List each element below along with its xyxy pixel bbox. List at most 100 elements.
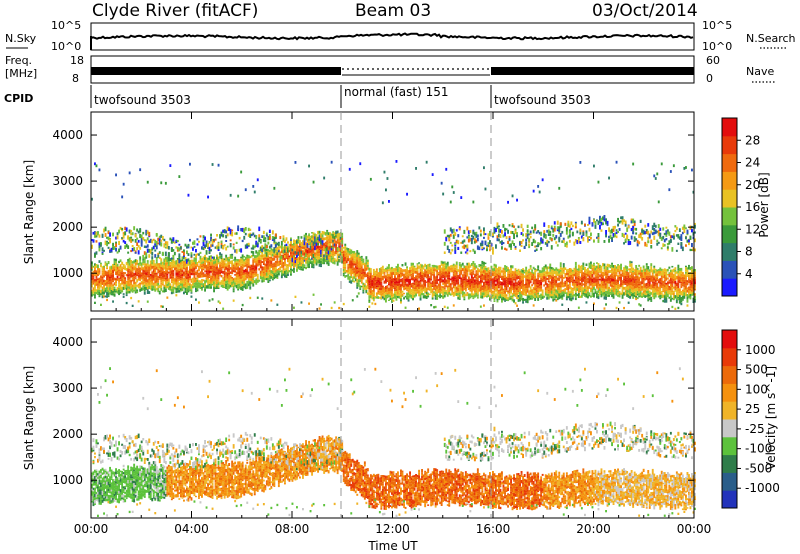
range-gate-cell [522, 282, 524, 285]
range-gate-cell [103, 286, 105, 290]
range-gate-cell [216, 269, 218, 272]
range-gate-cell [582, 278, 585, 282]
range-gate-cell [321, 231, 324, 235]
range-gate-cell [229, 275, 232, 278]
range-gate-cell [483, 277, 485, 280]
range-gate-cell [565, 292, 568, 295]
range-gate-cell [306, 248, 309, 250]
range-gate-cell [585, 282, 588, 285]
range-gate-cell [507, 292, 509, 294]
range-gate-cell [454, 243, 457, 245]
range-gate-cell [531, 275, 534, 279]
range-gate-cell [381, 265, 384, 268]
range-gate-cell [439, 290, 442, 293]
range-gate-cell [249, 281, 252, 285]
range-gate-cell [516, 292, 518, 296]
range-gate-cell [351, 256, 354, 259]
range-gate-cell [427, 274, 430, 278]
range-gate-cell [513, 235, 515, 239]
range-gate-cell [553, 298, 556, 301]
range-gate-cell [374, 279, 377, 281]
range-gate-cell [213, 273, 215, 276]
range-gate-cell [130, 229, 133, 232]
range-gate-cell [113, 292, 116, 294]
range-gate-cell [189, 288, 191, 290]
range-gate-cell [270, 258, 273, 261]
range-gate-cell [371, 277, 374, 280]
range-gate-cell [324, 244, 327, 247]
range-gate-cell [561, 278, 564, 282]
range-gate-cell [505, 269, 508, 272]
range-gate-cell [585, 273, 588, 276]
range-gate-cell [121, 288, 124, 291]
range-gate-cell [238, 281, 241, 284]
range-gate-cell [327, 261, 330, 263]
range-gate-cell [149, 274, 152, 276]
range-gate-cell [517, 297, 520, 299]
range-gate-cell [525, 288, 528, 291]
range-gate-cell [433, 267, 436, 270]
range-gate-cell [473, 265, 476, 267]
range-gate-cell [544, 241, 547, 245]
range-gate-cell [320, 238, 322, 242]
range-gate-cell [345, 255, 348, 258]
range-gate-cell [140, 234, 143, 239]
range-gate-cell [214, 282, 217, 285]
range-gate-cell [496, 273, 499, 277]
range-gate-cell [326, 229, 329, 232]
range-gate-cell [225, 257, 228, 260]
range-gate-cell [294, 247, 297, 252]
range-gate-cell [199, 261, 202, 264]
range-gate-cell [336, 250, 339, 253]
range-gate-cell [116, 275, 119, 279]
range-gate-cell [517, 298, 520, 302]
range-gate-cell [97, 290, 99, 294]
range-gate-cell [484, 291, 487, 295]
range-gate-cell [357, 275, 360, 278]
range-gate-cell [347, 255, 350, 258]
range-gate-cell [134, 259, 137, 263]
range-gate-cell [175, 287, 178, 291]
range-gate-cell [519, 284, 521, 287]
range-gate-cell [184, 264, 187, 266]
range-gate-cell [561, 303, 564, 306]
range-gate-cell [287, 248, 289, 253]
range-gate-cell [470, 290, 473, 293]
range-gate-cell [443, 280, 446, 284]
range-gate-cell [577, 306, 580, 309]
range-gate-cell [219, 255, 221, 259]
range-gate-cell [312, 253, 315, 258]
range-gate-cell [291, 258, 294, 263]
range-gate-cell [300, 264, 303, 267]
range-gate-cell [305, 232, 307, 236]
range-gate-cell [178, 253, 181, 257]
range-gate-cell [356, 273, 359, 277]
range-gate-cell [107, 284, 110, 287]
range-gate-cell [157, 289, 160, 293]
range-gate-cell [585, 280, 588, 283]
range-gate-cell [291, 254, 294, 257]
range-gate-cell [540, 237, 543, 242]
range-gate-cell [403, 278, 405, 281]
range-gate-cell [534, 279, 537, 282]
range-gate-cell [299, 264, 301, 267]
range-gate-cell [252, 278, 255, 280]
range-gate-cell [528, 295, 531, 298]
range-gate-cell [247, 227, 250, 232]
range-gate-cell [103, 274, 105, 278]
range-gate-cell [160, 269, 163, 273]
range-gate-cell [205, 243, 208, 247]
range-gate-cell [418, 307, 420, 310]
range-gate-cell [282, 250, 285, 254]
range-gate-cell [350, 249, 353, 252]
range-gate-cell [210, 275, 212, 278]
range-gate-cell [140, 281, 143, 283]
range-gate-cell [246, 265, 249, 269]
range-gate-cell [175, 272, 178, 276]
range-gate-cell [446, 271, 449, 273]
range-gate-cell [457, 269, 460, 272]
range-gate-cell [555, 292, 558, 296]
range-gate-cell [262, 273, 265, 277]
range-gate-cell [431, 273, 434, 276]
range-gate-cell [143, 283, 146, 285]
